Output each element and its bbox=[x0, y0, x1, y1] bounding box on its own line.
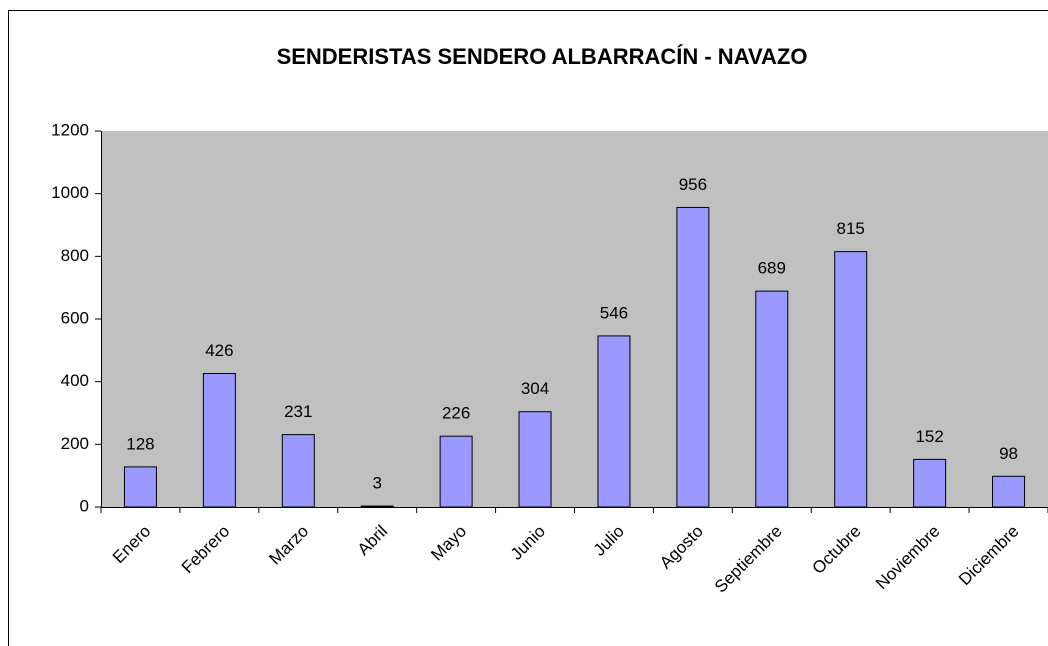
y-tick-label: 600 bbox=[61, 308, 89, 327]
bar bbox=[123, 466, 157, 508]
x-tick-label: Octubre bbox=[809, 522, 865, 578]
data-label: 152 bbox=[915, 427, 943, 446]
y-tick-label: 200 bbox=[61, 434, 89, 453]
x-tick-label: Febrero bbox=[178, 522, 234, 578]
data-label: 426 bbox=[205, 341, 233, 360]
bar bbox=[913, 458, 947, 508]
bar bbox=[518, 411, 552, 508]
data-label: 98 bbox=[999, 444, 1018, 463]
x-tick-label: Septiembre bbox=[711, 522, 786, 597]
bar bbox=[439, 435, 473, 508]
plot-area bbox=[101, 131, 1048, 507]
x-tick-label: Marzo bbox=[265, 522, 312, 569]
data-label: 3 bbox=[372, 474, 381, 493]
data-label: 226 bbox=[442, 404, 470, 423]
y-tick-label: 800 bbox=[61, 246, 89, 265]
bar bbox=[597, 335, 631, 508]
data-label: 956 bbox=[679, 175, 707, 194]
bar bbox=[676, 206, 710, 508]
x-tick-label: Agosto bbox=[656, 522, 707, 573]
data-label: 128 bbox=[126, 434, 154, 453]
x-tick-label: Diciembre bbox=[955, 522, 1023, 590]
x-tick-label: Noviembre bbox=[872, 522, 944, 594]
y-tick-label: 1200 bbox=[51, 120, 89, 139]
bar bbox=[202, 373, 236, 508]
bar bbox=[360, 505, 394, 508]
data-label: 304 bbox=[521, 379, 549, 398]
y-tick-label: 0 bbox=[80, 496, 89, 515]
x-tick-label: Mayo bbox=[427, 522, 470, 565]
data-label: 231 bbox=[284, 402, 312, 421]
bar bbox=[281, 434, 315, 508]
x-tick-label: Enero bbox=[109, 522, 155, 568]
y-tick-label: 400 bbox=[61, 371, 89, 390]
y-tick-label: 1000 bbox=[51, 183, 89, 202]
data-label: 546 bbox=[600, 303, 628, 322]
x-tick-label: Abril bbox=[354, 522, 391, 559]
bar bbox=[834, 251, 868, 508]
bar bbox=[992, 475, 1026, 508]
x-tick-label: Julio bbox=[590, 522, 628, 560]
x-tick-label: Junio bbox=[507, 522, 549, 564]
bar bbox=[755, 290, 789, 508]
chart-title: SENDERISTAS SENDERO ALBARRACÍN - NAVAZO bbox=[277, 44, 808, 69]
data-label: 689 bbox=[758, 259, 786, 278]
data-label: 815 bbox=[837, 219, 865, 238]
